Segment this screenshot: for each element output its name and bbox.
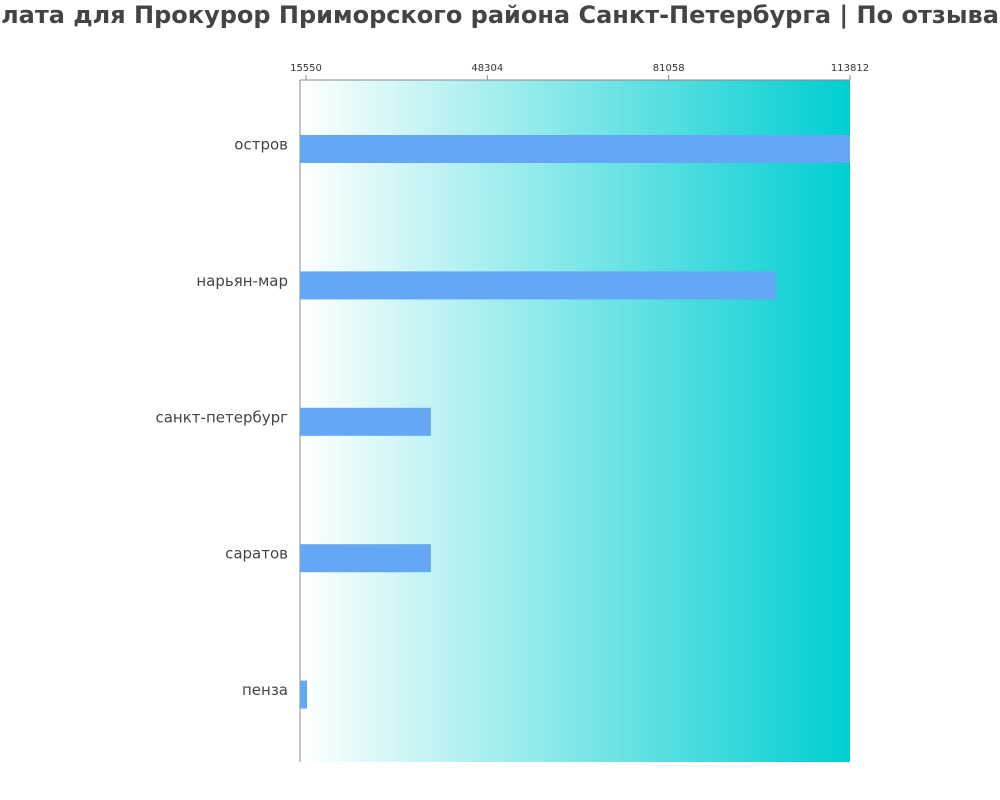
- bar: [300, 544, 431, 573]
- y-tick-label: санкт-петербург: [155, 408, 288, 426]
- x-tick-label: 81058: [653, 63, 685, 74]
- x-tick-label: 15550: [290, 63, 322, 74]
- bar: [300, 271, 777, 300]
- y-tick-label: пенза: [242, 681, 288, 699]
- y-tick-label: нарьян-мар: [196, 272, 288, 290]
- chart-title: лата для Прокурор Приморского района Сан…: [1, 1, 999, 29]
- y-tick-label: саратов: [225, 545, 288, 563]
- bar: [300, 407, 431, 436]
- bar: [300, 680, 307, 709]
- x-tick-label: 113812: [831, 63, 869, 74]
- bar: [300, 135, 850, 163]
- y-tick-label: остров: [234, 136, 288, 154]
- x-tick-label: 48304: [471, 63, 503, 74]
